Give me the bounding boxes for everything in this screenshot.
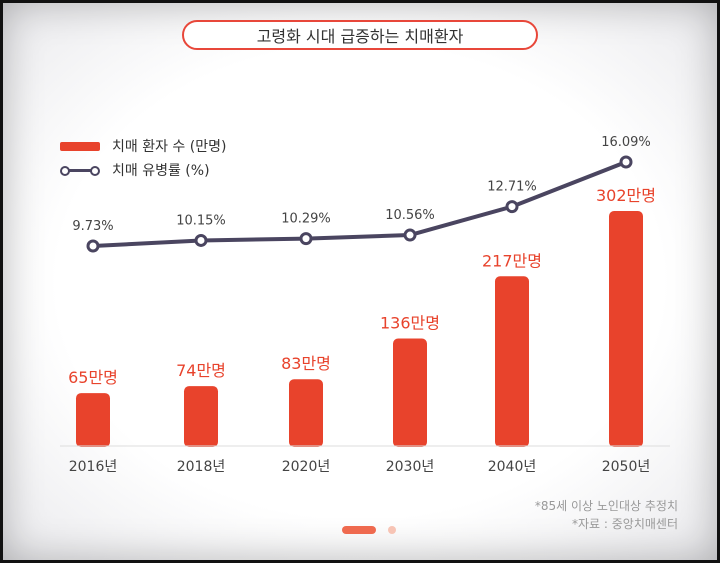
prevalence-point — [194, 233, 208, 247]
x-tick-label: 2016년 — [69, 459, 118, 475]
chart-title: 고령화 시대 급증하는 치매환자 — [182, 20, 538, 50]
x-tick-label: 2050년 — [602, 459, 651, 475]
bar — [289, 379, 323, 447]
chart-title-text: 고령화 시대 급증하는 치매환자 — [256, 27, 464, 46]
bar-value-label: 136만명 — [380, 314, 440, 333]
legend-item-patients: 치매 환자 수 (만명) — [60, 134, 226, 158]
legend: 치매 환자 수 (만명) 치매 유병률 (%) — [60, 134, 226, 182]
x-tick-label: 2018년 — [177, 459, 226, 475]
bar-value-label: 74만명 — [176, 361, 226, 380]
prevalence-value-label: 10.29% — [281, 212, 331, 227]
pager — [342, 526, 396, 534]
prevalence-value-label: 10.15% — [176, 213, 226, 228]
prevalence-point — [299, 232, 313, 246]
bar — [393, 338, 427, 447]
bar — [609, 211, 643, 447]
prevalence-value-label: 12.71% — [487, 180, 537, 195]
bar — [76, 393, 110, 447]
x-tick-label: 2030년 — [386, 459, 435, 475]
bar-value-label: 83만명 — [281, 354, 331, 373]
prevalence-line — [92, 160, 627, 248]
bar-value-label: 217만명 — [482, 251, 542, 270]
prevalence-value-label: 9.73% — [72, 219, 113, 234]
bar — [495, 276, 529, 447]
prevalence-point — [86, 239, 100, 253]
legend-line-label: 치매 유병률 (%) — [112, 163, 210, 179]
pager-dot[interactable] — [388, 526, 396, 534]
bar — [184, 386, 218, 447]
prevalence-point — [505, 200, 519, 214]
footnote-estimate: *85세 이상 노인대상 추정치 — [534, 499, 678, 513]
bar-value-label: 302만명 — [596, 186, 656, 205]
prevalence-value-label: 16.09% — [601, 135, 651, 150]
prevalence-point — [403, 228, 417, 242]
legend-bar-label: 치매 환자 수 (만명) — [112, 139, 227, 155]
bar-value-label: 65만명 — [68, 368, 118, 387]
x-tick-label: 2020년 — [282, 459, 331, 475]
x-tick-label: 2040년 — [488, 459, 537, 475]
pager-dot-active[interactable] — [342, 526, 376, 534]
prevalence-point — [619, 155, 633, 169]
legend-line-swatch — [60, 165, 100, 176]
prevalence-value-label: 10.56% — [385, 208, 435, 223]
legend-bar-swatch — [60, 141, 100, 151]
legend-item-prevalence: 치매 유병률 (%) — [60, 158, 226, 182]
footnote-source: *자료 : 중앙치매센터 — [572, 517, 678, 531]
